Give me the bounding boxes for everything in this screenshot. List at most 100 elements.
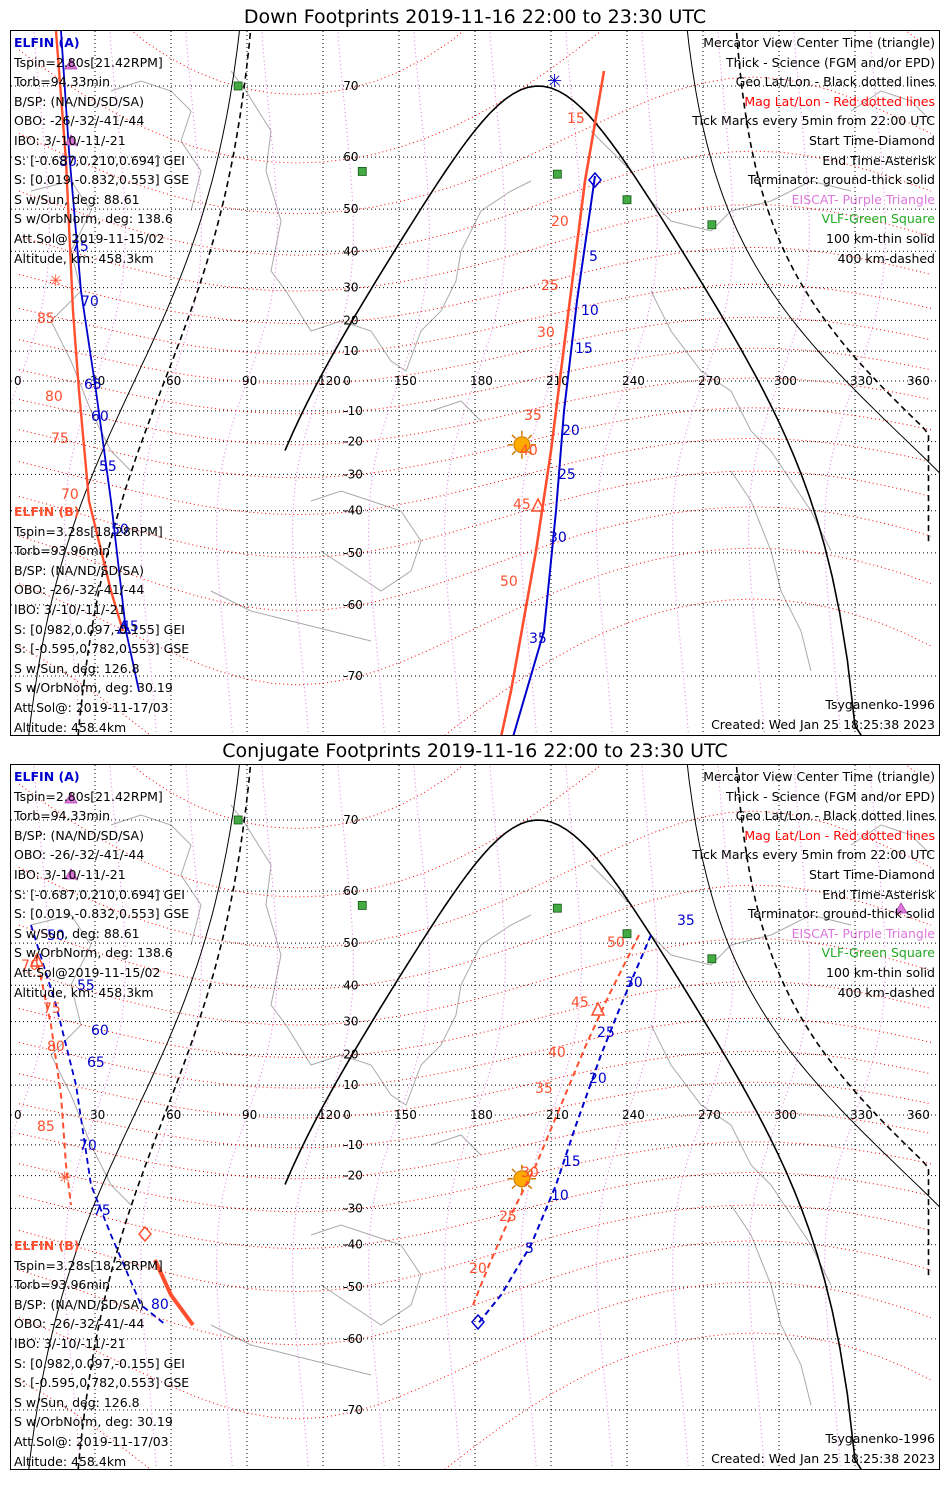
legend-line: Terminator: ground-thick solid: [747, 172, 935, 188]
lon-label: 180: [470, 1108, 493, 1122]
lon-label: 120: [318, 1108, 341, 1122]
elfin-b-line: IBO: 3/-10/-11/-21: [14, 1335, 126, 1351]
lat-label: 30: [343, 1015, 358, 1029]
elfin-b-line: S: [-0.595,0.782,0.553] GSE: [14, 1375, 190, 1391]
lon-label: 360: [907, 374, 930, 388]
legend-line: Terminator: ground-thick solid: [747, 906, 935, 922]
center-time-triangle: [590, 1001, 606, 1016]
legend-line: Thick - Science (FGM and/or EPD): [726, 788, 935, 804]
elfin-a-left-tick-label: 70: [79, 1138, 97, 1154]
vlf-site-marker: [552, 169, 562, 179]
elfin-b-left-tick-label: 85: [37, 311, 55, 327]
legend-line: 400 km-dashed: [837, 984, 935, 1000]
eiscat-marker: [64, 868, 78, 880]
terminator-100km: [686, 765, 939, 1207]
coastline: [230, 70, 532, 372]
elfin-a-label: ELFIN (A): [14, 769, 80, 784]
terminator-400km: [77, 31, 252, 735]
panel-title-down: Down Footprints 2019-11-16 22:00 to 23:3…: [243, 6, 707, 28]
lat-label: -50: [343, 1280, 363, 1294]
lat-label: -60: [343, 1332, 363, 1346]
elfin-b-tick-label: 30: [537, 325, 555, 341]
elfin-b-label: ELFIN (B): [14, 504, 80, 519]
legend-line: End Time-Asterisk: [822, 152, 935, 168]
elfin-a-left-tick-label: 60: [91, 409, 109, 425]
lat-label: -70: [343, 1403, 363, 1417]
elfin-b-line: B/SP: (NA/ND/SD/SA): [14, 1296, 144, 1312]
elfin-b-tick-label: 15: [567, 111, 585, 127]
terminator-400km: [735, 765, 930, 1276]
elfin-a-left-tick-label: 75: [71, 239, 89, 255]
legend-line: Mercator View Center Time (triangle): [703, 35, 935, 50]
lat-label: 0: [343, 1108, 351, 1122]
lat-label: 10: [343, 1078, 358, 1092]
elfin-a-line: B/SP: (NA/ND/SD/SA): [14, 93, 144, 109]
sun-ray: [527, 450, 533, 456]
elfin-b-left-tick-label: 70: [21, 958, 39, 974]
lon-label: 210: [546, 374, 569, 388]
lon-label: 330: [850, 374, 873, 388]
elfin-b-line: S w/Sun, deg: 126.8: [14, 660, 140, 676]
lat-label: -50: [343, 546, 363, 560]
lon-label: 30: [90, 1108, 105, 1122]
vlf-site-marker: [357, 167, 367, 176]
lon-label: 180: [470, 374, 493, 388]
legend-line: EISCAT- Purple Triangle: [791, 191, 935, 207]
legend-line: Mag Lat/Lon - Red dotted lines: [744, 827, 935, 843]
elfin-b-tick-label: 50: [500, 574, 518, 590]
eiscat-marker: [64, 134, 78, 146]
coastline: [850, 90, 932, 122]
elfin-b-line: OBO: -26/-32/-41/-44: [14, 1316, 145, 1332]
created-timestamp: Created: Wed Jan 25 18:25:38 2023: [711, 1451, 935, 1466]
end-asterisk-marker: ✳: [547, 71, 562, 92]
elfin-b-tick-label: 35: [524, 408, 542, 424]
elfin-a-track: [512, 175, 596, 735]
sun-ray: [527, 1184, 533, 1190]
legend-line: 100 km-thin solid: [826, 964, 935, 980]
mag-parallel: [18, 76, 932, 215]
elfin-a-left-tick-label: 70: [81, 294, 99, 310]
coastline: [310, 490, 422, 592]
elfin-a-tick-label: 25: [558, 467, 576, 483]
legend-line: Thick - Science (FGM and/or EPD): [726, 54, 935, 70]
elfin-b-info-block: ELFIN (B) Tspin=3.28s[18.28RPM] Torb=93.…: [14, 1236, 190, 1469]
mag-parallel: [18, 810, 932, 949]
elfin-b-line: Altitude: 458.4km: [14, 1453, 127, 1469]
lon-label: 60: [166, 1108, 181, 1122]
mag-parallel: [18, 937, 932, 1026]
lon-label: 300: [774, 374, 797, 388]
lat-label: -40: [343, 504, 363, 518]
center-time-triangle: [116, 619, 132, 634]
coastline: [730, 470, 812, 672]
sun-ray: [527, 434, 533, 439]
legend-block: Mercator View Center Time (triangle) Thi…: [692, 767, 935, 1002]
elfin-a-tick-label: 30: [549, 530, 567, 546]
model-label: Tsyganenko-1996: [825, 697, 935, 712]
lon-label: 90: [242, 1108, 257, 1122]
lon-label: 270: [698, 1108, 721, 1122]
mag-parallel: [18, 1281, 932, 1420]
end-asterisk-marker: ✳: [58, 1168, 71, 1187]
elfin-b-line: S: [0.982,0.097,-0.155] GEI: [14, 1355, 185, 1371]
elfin-a-line: IBO: 3/-10/-11/-21: [14, 132, 126, 148]
coastline: [430, 1134, 482, 1156]
start-diamond-marker: [588, 171, 602, 189]
legend-line: Tick Marks every 5min from 22:00 UTC: [692, 113, 935, 129]
elfin-b-line: Att.Sol@: 2019-11-17/03: [14, 699, 169, 715]
lon-label: 150: [394, 1108, 417, 1122]
sun-ray: [511, 450, 517, 456]
map-canvas-down: 0 30 60 90 120 150 180 210 240 270 300 330 360706050…: [11, 31, 939, 735]
sun-icon: [513, 436, 531, 454]
lon-label: 240: [622, 1108, 645, 1122]
legend-line: Tick Marks every 5min from 22:00 UTC: [692, 847, 935, 863]
lon-label: 300: [774, 1108, 797, 1122]
elfin-a-line: OBO: -26/-32/-41/-44: [14, 113, 145, 129]
lat-label: -60: [343, 598, 363, 612]
lat-label: -10: [343, 404, 363, 418]
elfin-b-line: Att.Sol@: 2019-11-17/03: [14, 1433, 169, 1449]
vlf-site-marker: [622, 929, 632, 939]
coastline: [230, 804, 532, 1106]
sun-icon: [513, 1170, 531, 1188]
sun-ray: [527, 1168, 533, 1173]
elfin-b-track-left: [54, 31, 125, 632]
